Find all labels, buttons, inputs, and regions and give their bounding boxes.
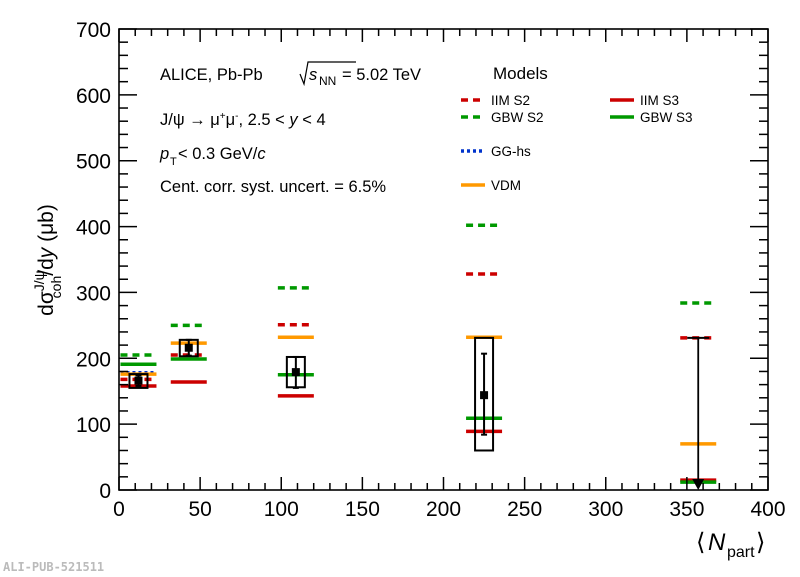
x-tick-label: 400: [750, 498, 785, 521]
axes: 0 50 100 150 200 250 300 350 400 0 100 200 300 400 500…: [76, 19, 786, 521]
y-tick-label: 300: [76, 282, 111, 305]
annotation-line2: J/ψ → μ+μ-, 2.5 < y < 4: [160, 111, 326, 129]
y-tick-label: 200: [76, 348, 111, 371]
model-lines: [120, 223, 717, 484]
x-tick-label: 50: [188, 498, 211, 521]
y-tick-label: 0: [99, 480, 111, 503]
x-tick-label: 0: [113, 498, 125, 521]
x-tick-label: 350: [669, 498, 704, 521]
legend-label: GBW S3: [640, 110, 693, 125]
svg-text:part: part: [727, 544, 755, 561]
legend-label: VDM: [491, 178, 521, 193]
svg-text:⟩: ⟩: [756, 529, 765, 556]
data-points: [128, 336, 710, 490]
x-tick-label: 100: [264, 498, 299, 521]
sqrt-sign: [299, 61, 356, 87]
legend-label: IIM S3: [640, 93, 679, 108]
watermark: ALI-PUB-521511: [3, 560, 105, 574]
x-axis-title: ⟨ N part ⟩: [696, 529, 765, 561]
annotation-energy: = 5.02 TeV: [342, 66, 421, 84]
legend-label: IIM S2: [491, 93, 530, 108]
svg-text:dσJ/ψcoh/dy (μb): dσJ/ψcoh/dy (μb): [31, 204, 64, 316]
y-tick-label: 100: [76, 414, 111, 437]
data-point: [480, 391, 489, 400]
x-tick-label: 150: [345, 498, 380, 521]
svg-text:N: N: [708, 529, 726, 556]
upper-limit-arrow: [692, 479, 705, 490]
data-point: [134, 376, 143, 385]
annotation-s: s: [309, 66, 317, 84]
y-tick-label: 600: [76, 85, 111, 108]
syst-box: [128, 373, 149, 389]
y-tick-label: 500: [76, 151, 111, 174]
data-point: [291, 368, 300, 377]
annotation-line1: ALICE, Pb-Pb: [160, 66, 263, 84]
annotation-pt-T: T: [170, 156, 177, 168]
annotation-nn: NN: [319, 74, 336, 88]
x-tick-label: 300: [588, 498, 623, 521]
legend-title: Models: [493, 64, 548, 83]
legend-label: GBW S2: [491, 110, 544, 125]
x-tick-label: 250: [507, 498, 542, 521]
data-point: [184, 343, 193, 352]
syst-box: [474, 336, 495, 452]
y-tick-label: 400: [76, 217, 111, 240]
annotation-pt-p: p: [159, 145, 169, 163]
annotation-line4: Cent. corr. syst. uncert. = 6.5%: [160, 178, 386, 196]
y-tick-label: 700: [76, 19, 111, 42]
x-tick-label: 200: [426, 498, 461, 521]
y-axis-title: dσJ/ψcoh/dy (μb): [31, 204, 64, 316]
annotation-line3: < 0.3 GeV/c: [178, 145, 266, 163]
legend: IIM S2 GBW S2 IIM S3 GBW S3 GG-hs VDM: [461, 93, 693, 193]
svg-text:⟨: ⟨: [696, 529, 705, 556]
legend-label: GG-hs: [491, 144, 531, 159]
annotation-block: ALICE, Pb-Pb s NN = 5.02 TeV J/ψ → μ+μ-,…: [159, 61, 421, 196]
